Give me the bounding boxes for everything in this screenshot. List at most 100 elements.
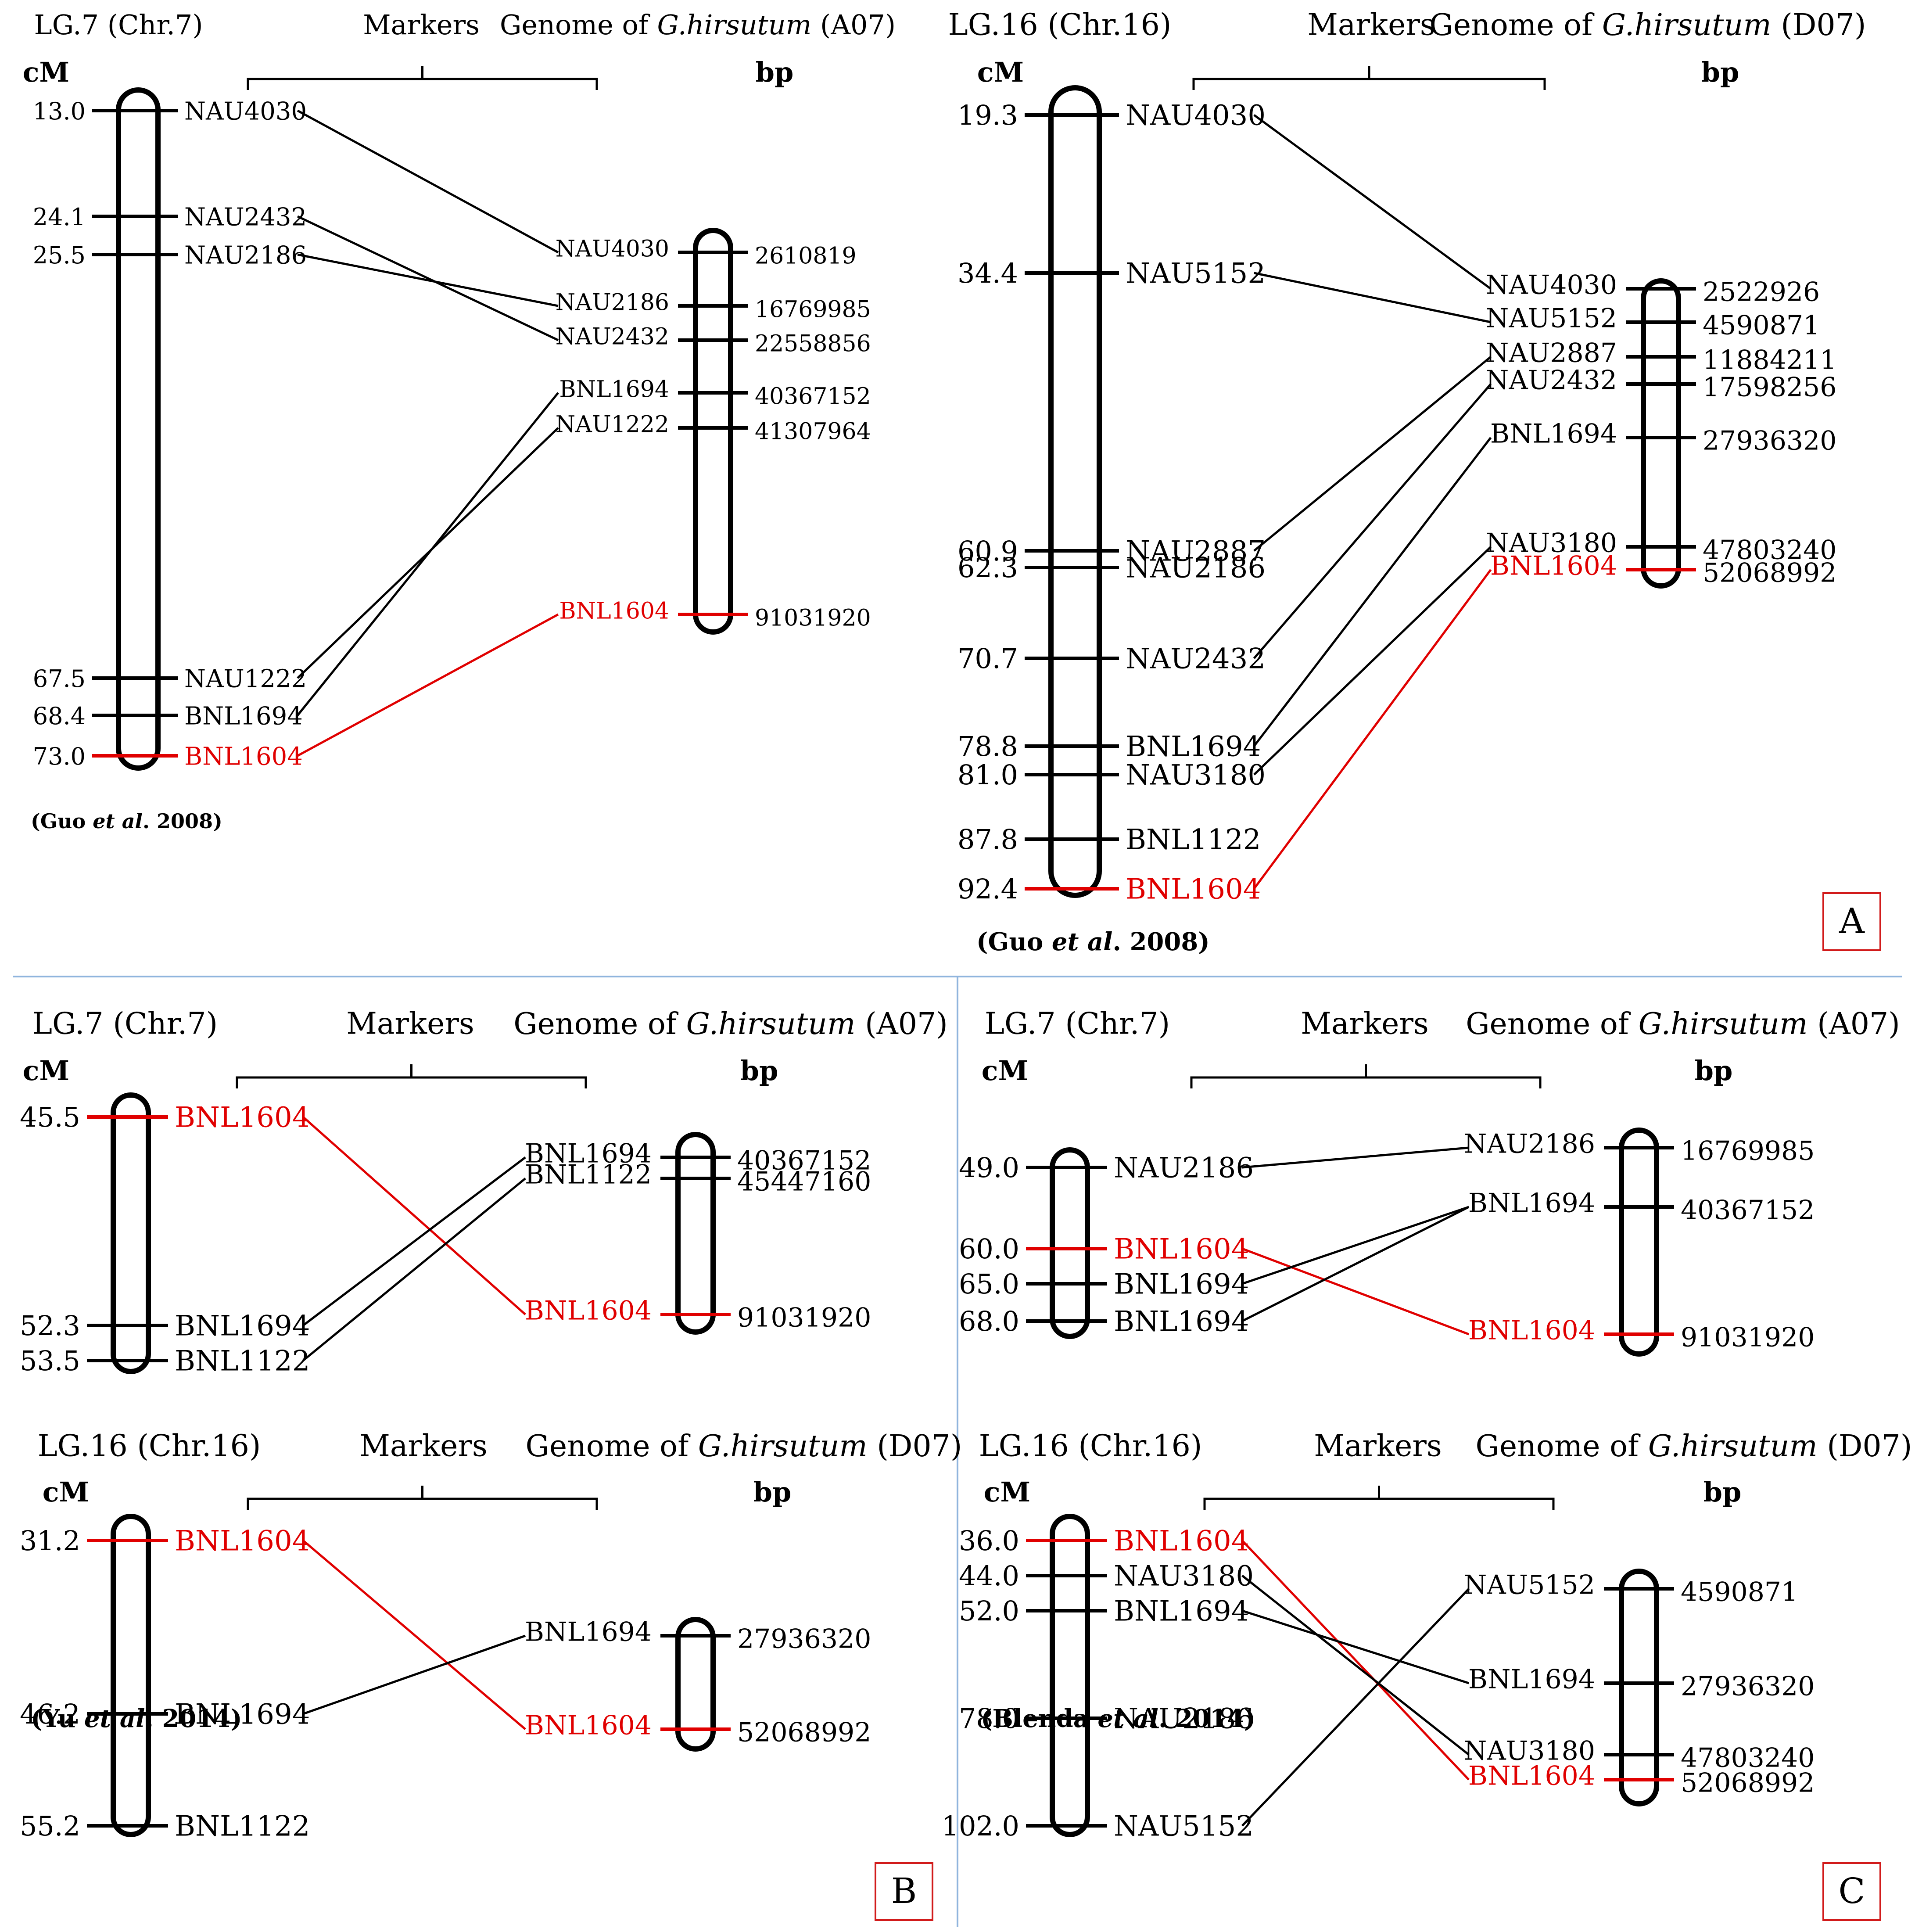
physical-marker-label: BNL1694 — [1490, 419, 1617, 449]
cm-position: 78.0 — [959, 1702, 1019, 1734]
markers-label: Markers — [346, 1007, 474, 1041]
cm-position: 92.4 — [958, 873, 1018, 905]
genome-species: G.hirsutum — [1602, 8, 1772, 43]
citation: (Guo et al. 2008) — [31, 809, 222, 833]
marker-connector — [302, 1156, 526, 1326]
physical-chromosome — [1619, 1569, 1659, 1806]
linkage-marker-label: NAU3180 — [1114, 1560, 1254, 1593]
cm-position: 65.0 — [959, 1268, 1019, 1300]
marker-connector — [1241, 1206, 1470, 1322]
cm-position: 60.0 — [959, 1233, 1019, 1265]
genome-prefix: Genome of — [526, 1429, 698, 1464]
genome-chr: (D07) — [868, 1429, 962, 1464]
cm-unit-label: cM — [43, 1476, 89, 1508]
marker-connector — [1253, 383, 1492, 659]
marker-connector — [297, 253, 559, 307]
cm-position: 25.5 — [33, 241, 86, 269]
markers-label: Markers — [359, 1429, 488, 1464]
citation-etal: et al — [93, 809, 143, 833]
panel-tag-label: A — [1839, 901, 1865, 941]
linkage-chromosome — [1050, 1514, 1090, 1837]
linkage-group-title: LG.7 (Chr.7) — [985, 1007, 1170, 1041]
cm-position: 70.7 — [958, 643, 1018, 675]
linkage-marker-label: BNL1694 — [175, 1310, 310, 1343]
bp-position: 16769985 — [755, 297, 871, 323]
physical-marker-label: BNL1604 — [1468, 1315, 1595, 1346]
linkage-group-title: LG.16 (Chr.16) — [979, 1429, 1202, 1464]
genome-prefix: Genome of — [1466, 1007, 1638, 1041]
cm-unit-label: cM — [984, 1476, 1030, 1508]
panel-tags: A B C — [875, 892, 1881, 1921]
linkage-marker-label: BNL1122 — [1126, 824, 1261, 856]
bp-position: 91031920 — [1681, 1322, 1815, 1353]
bp-unit-label: bp — [1703, 1476, 1742, 1508]
bp-position: 4590871 — [1681, 1577, 1798, 1608]
cm-position: 45.5 — [20, 1101, 80, 1133]
linkage-marker-label: BNL1604 — [175, 1525, 310, 1558]
marker-connector — [1241, 1575, 1470, 1756]
genome-chr: (A07) — [855, 1007, 947, 1041]
marker-connector — [1253, 114, 1492, 290]
linkage-marker-label: BNL1604 — [1114, 1233, 1249, 1266]
citation-pre: (Guo — [31, 809, 93, 833]
linkage-marker-label: NAU4030 — [184, 97, 307, 126]
genome-prefix: Genome of — [513, 1007, 686, 1041]
linkage-group-title: LG.7 (Chr.7) — [34, 9, 203, 41]
physical-marker-label: BNL1604 — [559, 598, 669, 625]
block-B-bottom: LG.16 (Chr.16) Markers Genome of G.hirsutu… — [20, 1429, 962, 1843]
bp-position: 47803240 — [1703, 535, 1836, 566]
physical-marker-label: NAU2186 — [556, 290, 669, 316]
bp-position: 22558856 — [755, 331, 871, 357]
cm-position: 44.0 — [959, 1560, 1019, 1592]
genome-chr: (A07) — [811, 9, 896, 41]
bp-position: 40367152 — [755, 384, 871, 410]
citation-post: . 2008) — [143, 809, 222, 833]
cm-unit-label: cM — [982, 1055, 1028, 1087]
cm-position: 73.0 — [33, 743, 86, 770]
bp-position: 27936320 — [1681, 1671, 1815, 1702]
cm-position: 55.2 — [20, 1810, 80, 1842]
cm-position: 34.4 — [958, 257, 1018, 289]
linkage-marker-label: BNL1122 — [175, 1810, 310, 1843]
cm-position: 24.1 — [33, 203, 86, 231]
genome-species: G.hirsutum — [686, 1007, 856, 1041]
linkage-marker-label: BNL1604 — [175, 1102, 310, 1134]
cm-position: 52.0 — [959, 1595, 1019, 1627]
linkage-marker-label: BNL1694 — [1126, 731, 1261, 763]
genome-label: Genome of G.hirsutum (D07) — [526, 1429, 962, 1464]
bp-position: 52068992 — [737, 1717, 871, 1748]
bp-unit-label: bp — [740, 1055, 778, 1087]
bp-position: 41307964 — [755, 419, 871, 445]
linkage-marker-label: NAU2432 — [1126, 643, 1266, 675]
linkage-marker-label: BNL1694 — [175, 1699, 310, 1731]
marker-connector — [1253, 356, 1492, 552]
bp-position: 52068992 — [1681, 1768, 1815, 1799]
genome-chr: (A07) — [1807, 1007, 1900, 1041]
citation: (Yu et al. 2014) — [31, 1704, 242, 1733]
bp-position: 4590871 — [1703, 310, 1820, 341]
bp-position: 17598256 — [1703, 372, 1836, 403]
cm-position: 87.8 — [958, 823, 1018, 855]
marker-connector — [1241, 1540, 1470, 1781]
bp-position: 40367152 — [737, 1146, 871, 1176]
genome-label: Genome of G.hirsutum (A07) — [500, 9, 896, 41]
physical-marker-label: NAU1222 — [556, 412, 669, 438]
linkage-chromosome — [111, 1514, 151, 1837]
markers-brace — [247, 66, 598, 90]
cm-position: 62.3 — [958, 552, 1018, 584]
marker-connector — [1241, 1206, 1470, 1285]
cm-unit-label: cM — [23, 56, 69, 88]
marker-connector — [1242, 1146, 1469, 1169]
bp-position: 91031920 — [737, 1303, 871, 1333]
linkage-marker-label: BNL1694 — [184, 702, 303, 731]
cm-position: 46.2 — [20, 1698, 80, 1730]
physical-chromosome — [1619, 1128, 1659, 1357]
genome-chr: (D07) — [1818, 1429, 1912, 1464]
markers-label: Markers — [1307, 8, 1435, 43]
marker-connector — [1254, 272, 1491, 323]
citation-post: . 2008) — [1112, 927, 1209, 956]
linkage-chromosome — [111, 1092, 151, 1374]
cm-position: 13.0 — [33, 97, 86, 125]
